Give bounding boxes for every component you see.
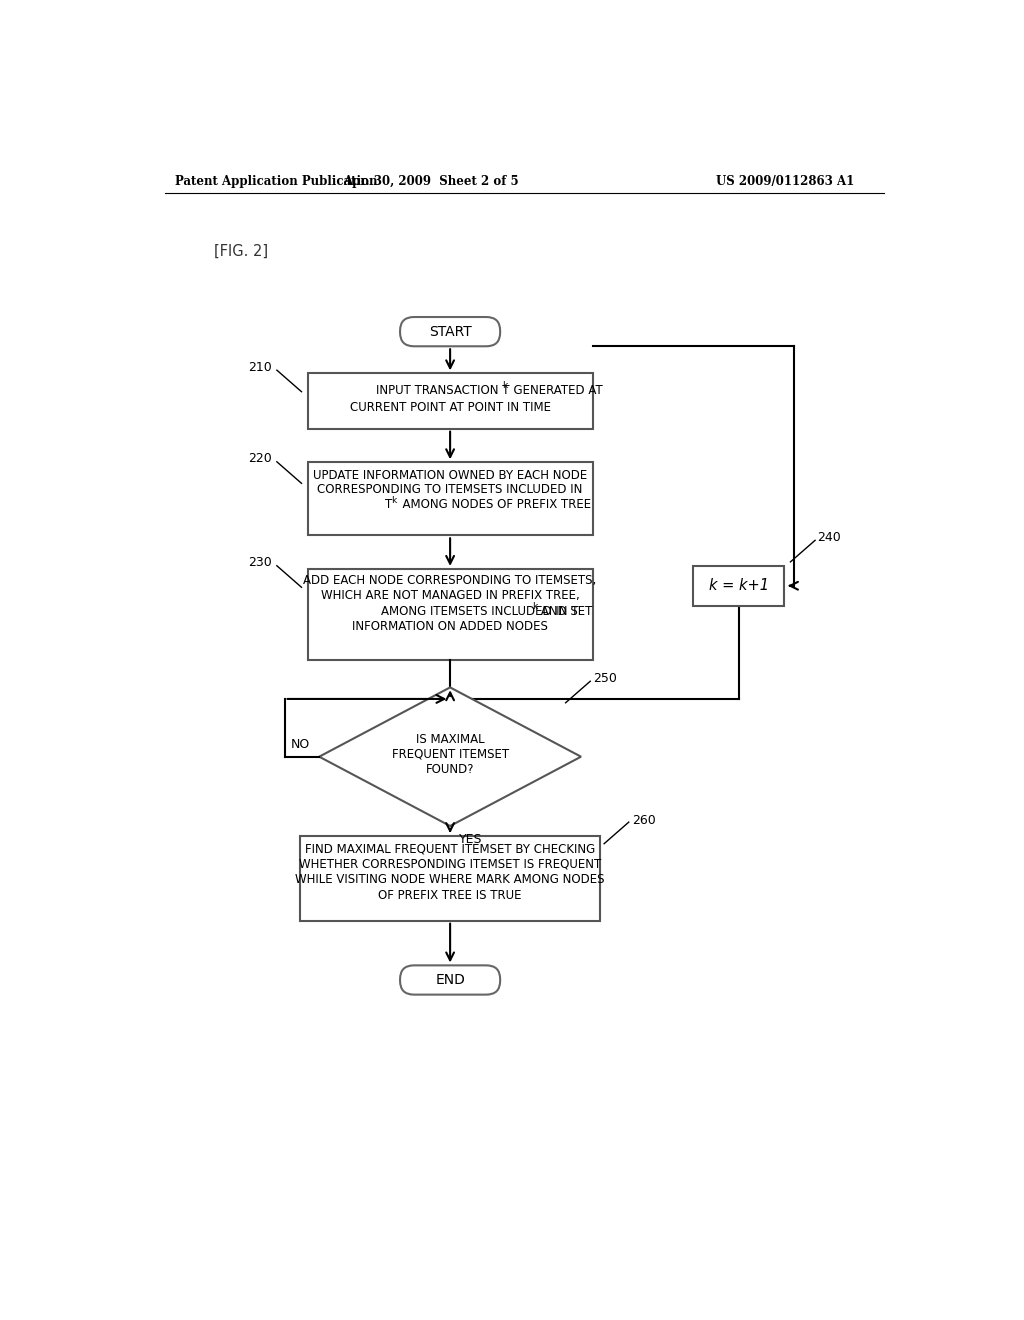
- Text: UPDATE INFORMATION OWNED BY EACH NODE: UPDATE INFORMATION OWNED BY EACH NODE: [313, 469, 587, 482]
- Text: k: k: [502, 381, 507, 391]
- Text: [FIG. 2]: [FIG. 2]: [214, 243, 268, 259]
- Text: AND SET: AND SET: [538, 605, 593, 618]
- Text: AMONG ITEMSETS INCLUDED IN T: AMONG ITEMSETS INCLUDED IN T: [381, 605, 579, 618]
- Text: IS MAXIMAL: IS MAXIMAL: [416, 733, 484, 746]
- Text: k: k: [532, 602, 538, 611]
- Text: FOUND?: FOUND?: [426, 763, 474, 776]
- Text: ADD EACH NODE CORRESPONDING TO ITEMSETS,: ADD EACH NODE CORRESPONDING TO ITEMSETS,: [303, 574, 597, 587]
- Text: START: START: [429, 325, 471, 339]
- Text: FREQUENT ITEMSET: FREQUENT ITEMSET: [391, 748, 509, 760]
- Polygon shape: [319, 688, 581, 826]
- Bar: [693, 566, 784, 606]
- Text: YES: YES: [460, 833, 483, 846]
- Text: 240: 240: [817, 531, 841, 544]
- Text: 220: 220: [249, 453, 272, 465]
- FancyBboxPatch shape: [400, 317, 500, 346]
- Text: NO: NO: [291, 738, 309, 751]
- Text: INFORMATION ON ADDED NODES: INFORMATION ON ADDED NODES: [352, 620, 548, 634]
- Text: T: T: [385, 499, 392, 511]
- Text: GENERATED AT: GENERATED AT: [506, 384, 603, 397]
- Bar: [307, 462, 593, 536]
- Text: AMONG NODES OF PREFIX TREE: AMONG NODES OF PREFIX TREE: [395, 499, 592, 511]
- Text: INPUT TRANSACTION T: INPUT TRANSACTION T: [376, 384, 509, 397]
- Text: CORRESPONDING TO ITEMSETS INCLUDED IN: CORRESPONDING TO ITEMSETS INCLUDED IN: [317, 483, 583, 496]
- Text: WHILE VISITING NODE WHERE MARK AMONG NODES: WHILE VISITING NODE WHERE MARK AMONG NOD…: [295, 874, 605, 887]
- Text: US 2009/0112863 A1: US 2009/0112863 A1: [716, 176, 854, 187]
- Bar: [307, 569, 593, 660]
- Text: CURRENT POINT AT POINT IN TIME: CURRENT POINT AT POINT IN TIME: [349, 400, 551, 413]
- FancyBboxPatch shape: [400, 965, 500, 995]
- Text: 230: 230: [249, 556, 272, 569]
- Text: Patent Application Publication: Patent Application Publication: [175, 176, 378, 187]
- Text: OF PREFIX TREE IS TRUE: OF PREFIX TREE IS TRUE: [378, 888, 522, 902]
- Bar: [307, 374, 593, 429]
- Text: k = k+1: k = k+1: [709, 578, 769, 593]
- Bar: [300, 836, 600, 921]
- Text: WHICH ARE NOT MANAGED IN PREFIX TREE,: WHICH ARE NOT MANAGED IN PREFIX TREE,: [321, 589, 580, 602]
- Text: Apr. 30, 2009  Sheet 2 of 5: Apr. 30, 2009 Sheet 2 of 5: [343, 176, 519, 187]
- Text: FIND MAXIMAL FREQUENT ITEMSET BY CHECKING: FIND MAXIMAL FREQUENT ITEMSET BY CHECKIN…: [305, 842, 595, 855]
- Text: WHETHER CORRESPONDING ITEMSET IS FREQUENT: WHETHER CORRESPONDING ITEMSET IS FREQUEN…: [299, 858, 601, 871]
- Text: 250: 250: [593, 672, 617, 685]
- Text: 260: 260: [632, 814, 655, 828]
- Text: 210: 210: [249, 360, 272, 374]
- Text: k: k: [391, 496, 396, 506]
- Text: END: END: [435, 973, 465, 987]
